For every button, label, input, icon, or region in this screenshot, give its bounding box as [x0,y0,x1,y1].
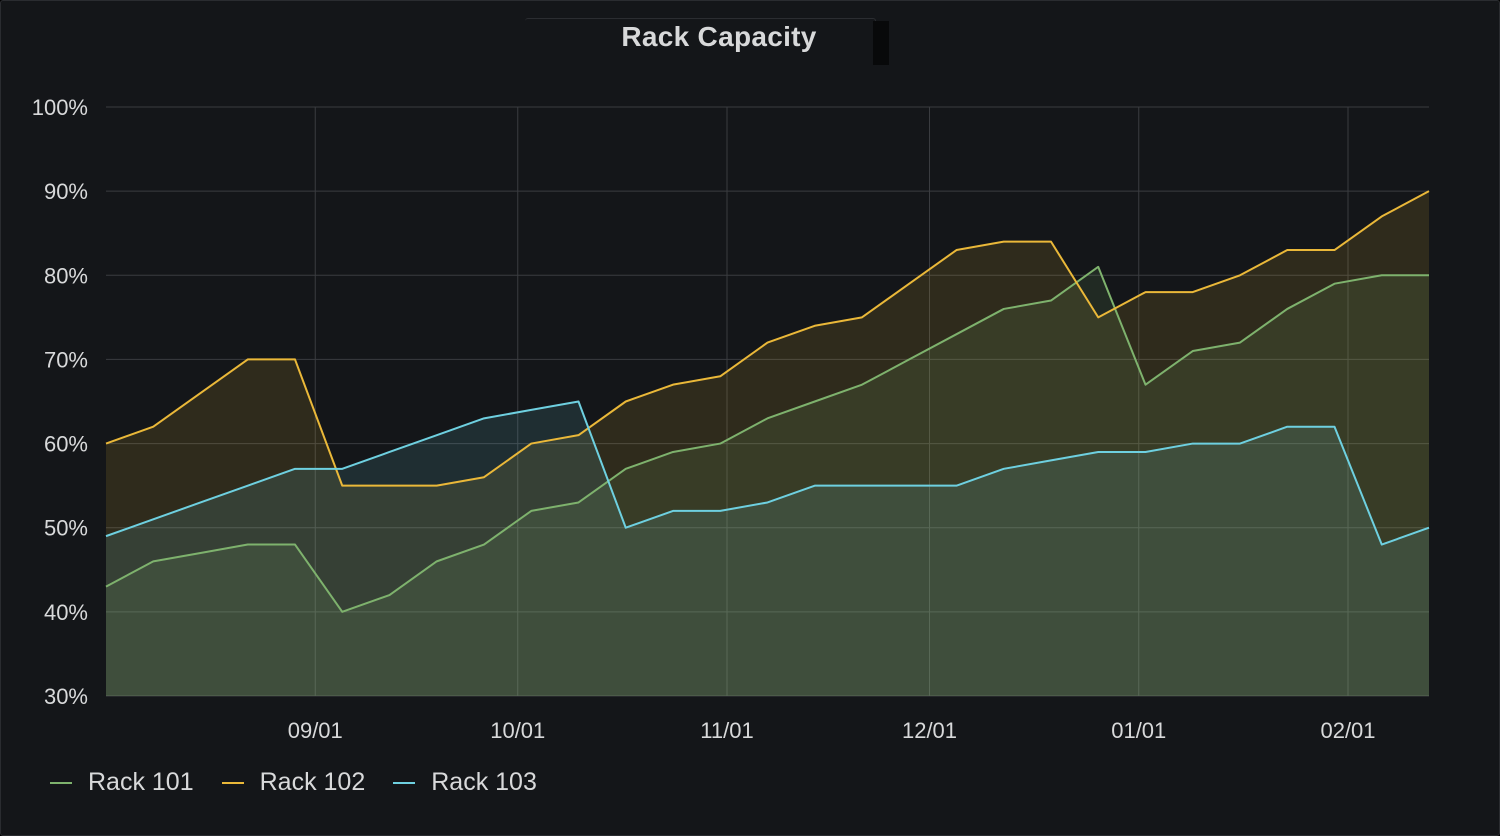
y-tick-label: 80% [44,263,88,288]
series-line-rack-101 [105,265,1429,613]
x-tick-label: 12/01 [902,718,957,743]
legend-swatch-rack-103 [393,781,416,784]
x-tick-label: 11/01 [700,718,753,743]
y-axis-ticks: 30% 40% 50% 60% 70% 80% 90% 100% [32,95,88,709]
legend-label-rack-102[interactable]: Rack 102 [259,768,366,796]
series-line-rack-102 [105,190,1430,487]
series-lines [105,190,1430,613]
y-tick-label: 50% [44,516,88,541]
series-area-rack-101 [106,266,1429,696]
x-tick-label: 10/01 [490,718,545,743]
y-tick-label: 60% [44,432,88,457]
x-tick-label: 02/01 [1320,718,1375,743]
series-area-rack-103 [106,401,1429,696]
y-tick-label: 70% [44,347,88,372]
y-tick-label: 40% [44,600,88,625]
title-tab-shadow [873,21,889,65]
legend-item-rack-101[interactable]: Rack 101 [50,768,194,797]
legend-swatch-rack-101 [50,781,72,784]
y-tick-label: 30% [44,684,88,709]
legend: Rack 101 Rack 102 Rack 103 [50,768,565,797]
x-tick-label: 01/01 [1111,718,1166,743]
series-line-rack-103 [105,400,1430,546]
chart-title[interactable]: Rack Capacity [621,21,817,52]
x-tick-label: 09/01 [288,718,343,743]
y-tick-label: 90% [44,179,88,204]
legend-label-rack-101[interactable]: Rack 101 [88,768,194,796]
legend-swatch-rack-102 [221,781,244,784]
legend-label-rack-103[interactable]: Rack 103 [431,768,537,796]
legend-item-rack-102[interactable]: Rack 102 [221,768,366,797]
x-axis-ticks: 09/01 10/01 11/01 12/01 01/01 02/01 [288,718,1376,743]
y-tick-label: 100% [32,95,88,120]
legend-item-rack-103[interactable]: Rack 103 [393,768,537,797]
